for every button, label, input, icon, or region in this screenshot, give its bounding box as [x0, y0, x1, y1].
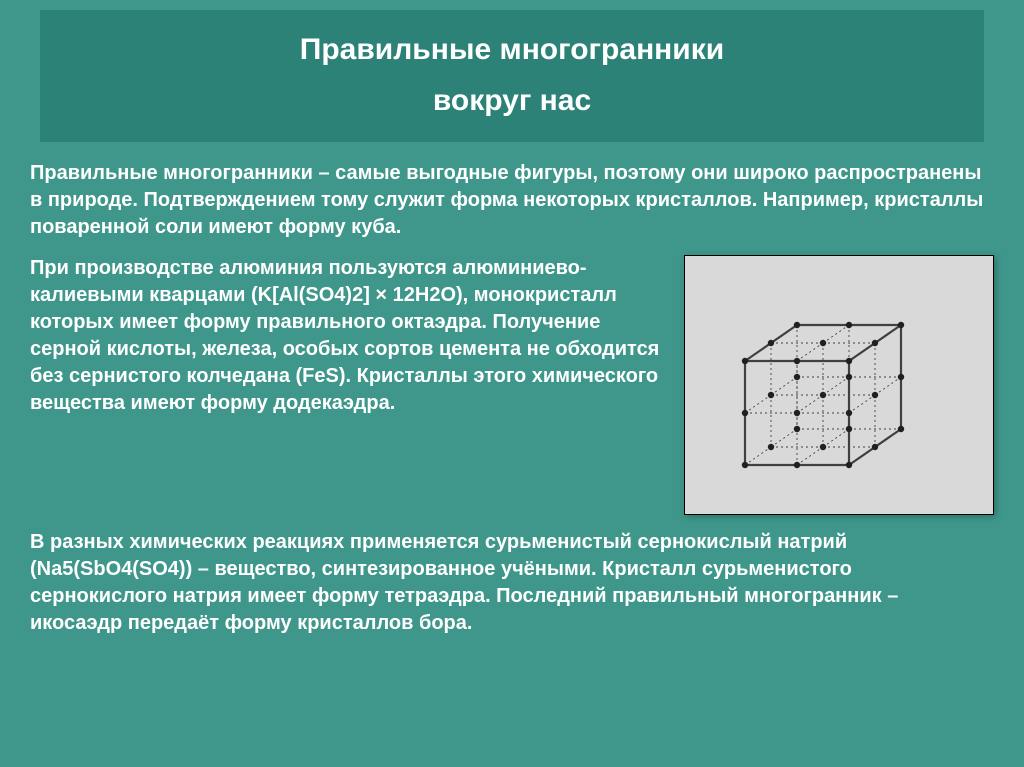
lattice-icon: [699, 265, 979, 505]
slide: Правильные многогранники вокруг нас Прав…: [0, 0, 1024, 767]
title-line-1: Правильные многогранники: [300, 33, 724, 66]
outro-paragraph: В разных химических реакциях применяется…: [30, 529, 994, 637]
slide-title: Правильные многогранники вокруг нас: [60, 24, 964, 126]
mid-paragraph: При производстве алюминия пользуются алю…: [30, 255, 664, 417]
mid-row: При производстве алюминия пользуются алю…: [30, 255, 994, 515]
title-line-2: вокруг нас: [433, 84, 591, 117]
crystal-lattice-figure: [684, 255, 994, 515]
intro-paragraph: Правильные многогранники – самые выгодны…: [30, 160, 994, 241]
title-block: Правильные многогранники вокруг нас: [40, 10, 984, 142]
